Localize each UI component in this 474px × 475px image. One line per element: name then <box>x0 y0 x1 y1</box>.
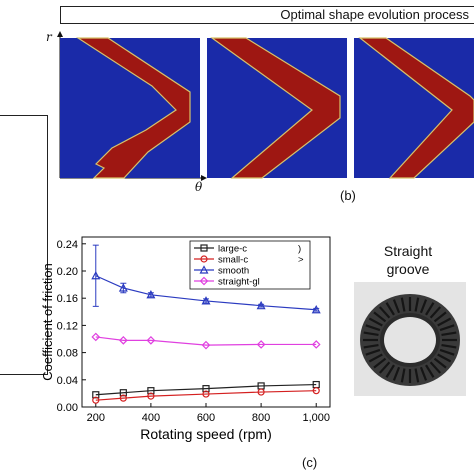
groove-slot <box>385 364 395 378</box>
groove-slot <box>363 343 379 349</box>
groove-slot <box>425 364 435 378</box>
point-small-c-1 <box>119 394 127 402</box>
point-small-c-2 <box>147 392 155 400</box>
y-tick-label-5: 0.20 <box>57 266 78 278</box>
point-straight-gl-0 <box>91 332 101 342</box>
series-line-smooth <box>95 275 317 311</box>
groove-slot <box>437 353 452 363</box>
legend-marker-small-c <box>200 255 208 263</box>
r-axis-symbol: r <box>46 30 52 44</box>
point-straight-gl-1 <box>118 336 128 345</box>
shape-map-3 <box>354 37 474 179</box>
point-small-c-0 <box>92 396 100 404</box>
legend-marker-straight-gl <box>199 276 209 286</box>
groove-slot <box>400 297 406 312</box>
groove-slot <box>433 311 447 323</box>
legend-label-straight-gl: straight-gl <box>218 277 260 288</box>
groove-slot <box>373 311 387 323</box>
groove-title-line2: groove <box>386 261 430 277</box>
friction-chart: 0.00 0.04 0.08 0.12 0.16 0.20 0.24 200 400 600 800… <box>40 236 331 442</box>
x-axis-label: Rotating speed (rpm) <box>140 426 272 442</box>
series-line-straight-gl <box>95 336 317 346</box>
legend-symbol-large-c: ) <box>298 244 301 255</box>
groove-slot <box>373 357 387 369</box>
y-tick-label-4: 0.16 <box>57 293 78 305</box>
groove-slot <box>365 348 381 356</box>
x-tick-label-2: 600 <box>197 412 215 424</box>
legend-symbol-small-c: > <box>298 255 304 266</box>
groove-photo <box>354 282 466 396</box>
point-smooth-5 <box>311 304 321 314</box>
header-title: Optimal shape evolution process <box>280 7 469 22</box>
groove-slot <box>419 299 428 314</box>
groove-slot <box>385 302 395 316</box>
point-small-c-3 <box>202 390 210 398</box>
figure-header: Optimal shape evolution process <box>60 6 474 24</box>
x-tick-label-0: 200 <box>87 412 105 424</box>
x-tick-label-3: 800 <box>252 412 270 424</box>
point-smooth-2 <box>146 290 156 299</box>
shape-evolution-panel: r θ (b) <box>40 30 474 205</box>
groove-slot <box>429 306 442 319</box>
point-small-c-4 <box>257 388 265 396</box>
point-smooth-0 <box>91 270 101 280</box>
groove-slot <box>363 331 379 337</box>
groove-slot <box>439 348 455 356</box>
panel-c-label: (c) <box>302 455 318 470</box>
theta-axis-symbol: θ <box>195 180 203 194</box>
groove-slot <box>368 353 383 363</box>
point-smooth-3 <box>201 296 211 305</box>
y-tick-label-3: 0.12 <box>57 320 78 332</box>
left-panel-frame <box>0 115 48 375</box>
groove-slot <box>419 366 428 381</box>
groove-title-line1: Straight <box>383 243 433 259</box>
groove-slot <box>425 302 435 316</box>
groove-slot <box>368 317 383 327</box>
series-line-small-c <box>95 390 317 401</box>
groove-title: Straight groove <box>358 242 458 278</box>
shape-evolution-maps <box>57 31 474 181</box>
point-straight-gl-4 <box>256 340 266 349</box>
groove-slot <box>365 324 381 332</box>
x-tick-label-4: 1,000 <box>302 412 330 424</box>
shape-map-2 <box>207 37 347 179</box>
legend-label-large-c: large-c <box>218 244 247 255</box>
y-tick-label-0: 0.00 <box>57 402 78 414</box>
point-straight-gl-5 <box>311 340 321 349</box>
y-tick-label-2: 0.08 <box>57 348 78 360</box>
y-axis-label: Coefficient of friction <box>40 263 55 381</box>
groove-slot <box>392 299 401 314</box>
point-smooth-1 <box>118 283 128 292</box>
legend-label-smooth: smooth <box>218 266 249 277</box>
groove-slot <box>392 366 401 381</box>
point-straight-gl-3 <box>201 340 211 350</box>
groove-slot <box>400 368 406 383</box>
groove-slot <box>441 343 457 349</box>
groove-slot <box>437 317 452 327</box>
y-tick-label-1: 0.04 <box>57 375 78 387</box>
groove-slot <box>429 361 442 374</box>
panel-b-label: (b) <box>340 188 356 203</box>
groove-slot <box>433 357 447 369</box>
groove-slot <box>414 297 420 312</box>
legend-label-small-c: small-c <box>218 255 248 266</box>
x-tick-label-1: 400 <box>142 412 160 424</box>
shape-map-1 <box>60 37 200 179</box>
groove-slot <box>378 361 391 374</box>
friction-chart-panel: 0.00 0.04 0.08 0.12 0.16 0.20 0.24 200 400 600 800… <box>40 225 340 475</box>
point-smooth-4 <box>256 300 266 310</box>
point-small-c-5 <box>312 387 320 395</box>
groove-slot <box>378 306 391 319</box>
legend-marker-large-c <box>200 244 208 252</box>
point-straight-gl-2 <box>146 336 156 345</box>
groove-slot <box>439 324 455 332</box>
y-tick-label-6: 0.24 <box>57 239 78 251</box>
legend-marker-smooth <box>199 265 209 274</box>
groove-slot <box>414 368 420 383</box>
groove-slot <box>441 331 457 337</box>
groove-slots <box>363 297 457 383</box>
series-line-large-c <box>95 383 317 396</box>
